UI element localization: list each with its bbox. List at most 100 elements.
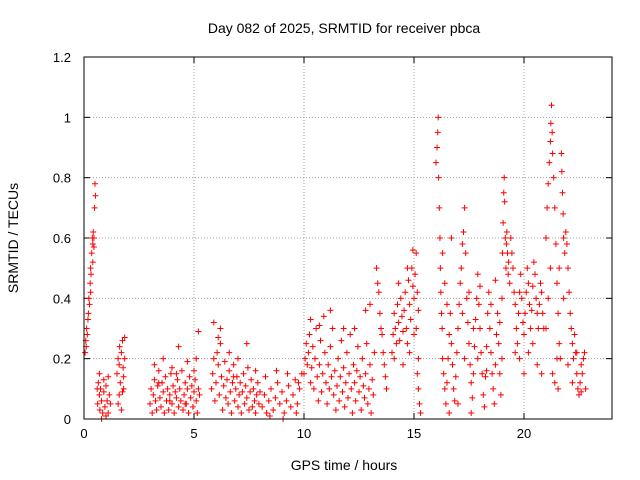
data-point — [519, 319, 526, 326]
data-point — [296, 385, 303, 392]
data-point — [560, 295, 567, 302]
data-point — [222, 394, 229, 401]
data-point — [176, 385, 183, 392]
data-point — [522, 310, 529, 317]
data-point — [290, 391, 296, 398]
data-point — [85, 310, 92, 317]
data-point — [85, 295, 92, 302]
data-point — [516, 289, 523, 296]
data-point — [521, 331, 527, 338]
data-point — [115, 355, 122, 362]
data-point — [213, 379, 219, 386]
data-point — [496, 319, 503, 326]
data-point — [210, 355, 217, 362]
data-point — [160, 388, 167, 395]
data-point — [413, 325, 420, 332]
data-point — [87, 289, 94, 296]
data-point — [539, 310, 546, 317]
data-point — [505, 259, 512, 266]
data-point — [348, 385, 355, 392]
data-point — [276, 400, 283, 407]
data-point — [90, 228, 97, 235]
data-point — [551, 379, 558, 386]
data-point — [582, 385, 589, 392]
data-point — [301, 370, 307, 377]
data-point — [350, 361, 357, 368]
data-point — [374, 280, 381, 287]
data-point — [396, 337, 403, 344]
data-point — [158, 403, 164, 410]
data-point — [576, 391, 582, 398]
data-point — [148, 385, 155, 392]
data-point — [451, 397, 458, 404]
data-point — [319, 370, 326, 377]
data-point — [104, 397, 111, 404]
data-point — [554, 280, 560, 287]
data-point — [91, 204, 98, 211]
data-point — [484, 310, 491, 317]
data-point — [560, 235, 567, 241]
data-point — [382, 373, 389, 380]
data-point — [470, 325, 477, 332]
data-point — [281, 409, 288, 416]
data-point — [543, 325, 549, 332]
data-point — [182, 379, 189, 386]
data-point — [246, 406, 252, 413]
data-point — [92, 180, 98, 187]
data-point — [455, 325, 461, 332]
data-point — [345, 394, 351, 401]
data-point — [561, 250, 568, 257]
data-point — [491, 400, 498, 407]
data-point — [482, 373, 489, 380]
data-point — [492, 361, 499, 368]
data-point — [474, 271, 481, 278]
y-tick-label: 0.8 — [53, 171, 71, 186]
data-point — [402, 289, 409, 296]
data-point — [171, 409, 178, 416]
data-point — [457, 280, 464, 287]
data-point — [119, 337, 126, 344]
data-point — [578, 388, 585, 395]
data-point — [435, 174, 442, 181]
data-point — [208, 385, 215, 392]
data-point — [394, 301, 401, 308]
data-point — [499, 355, 505, 362]
data-point — [406, 301, 413, 308]
data-point — [568, 325, 575, 332]
y-tick-label: 0.2 — [53, 352, 71, 367]
data-point — [184, 358, 191, 365]
data-point — [214, 349, 221, 356]
data-point — [525, 349, 532, 356]
data-point — [441, 280, 448, 287]
y-tick-label: 0 — [64, 412, 71, 427]
data-point — [556, 265, 563, 272]
data-point — [226, 367, 233, 374]
data-point — [508, 250, 515, 257]
data-point — [459, 310, 466, 317]
data-point — [446, 409, 453, 416]
data-point — [160, 355, 167, 362]
data-point — [379, 331, 386, 338]
data-point — [468, 379, 475, 386]
data-point — [391, 310, 398, 317]
data-point — [411, 295, 417, 302]
data-point — [466, 340, 472, 347]
data-point — [577, 379, 584, 386]
x-tick-label: 20 — [517, 426, 531, 441]
data-point — [367, 301, 373, 308]
data-point — [161, 409, 168, 416]
data-point — [195, 385, 202, 392]
data-point — [435, 114, 442, 121]
data-point — [526, 301, 533, 308]
data-point — [404, 340, 411, 347]
data-point — [357, 373, 364, 380]
data-point — [516, 355, 523, 362]
data-point — [409, 247, 416, 254]
data-point — [547, 120, 554, 127]
data-point — [448, 235, 455, 241]
data-point — [321, 349, 328, 356]
data-point — [121, 355, 128, 362]
data-point — [415, 307, 422, 314]
data-point — [489, 370, 496, 377]
